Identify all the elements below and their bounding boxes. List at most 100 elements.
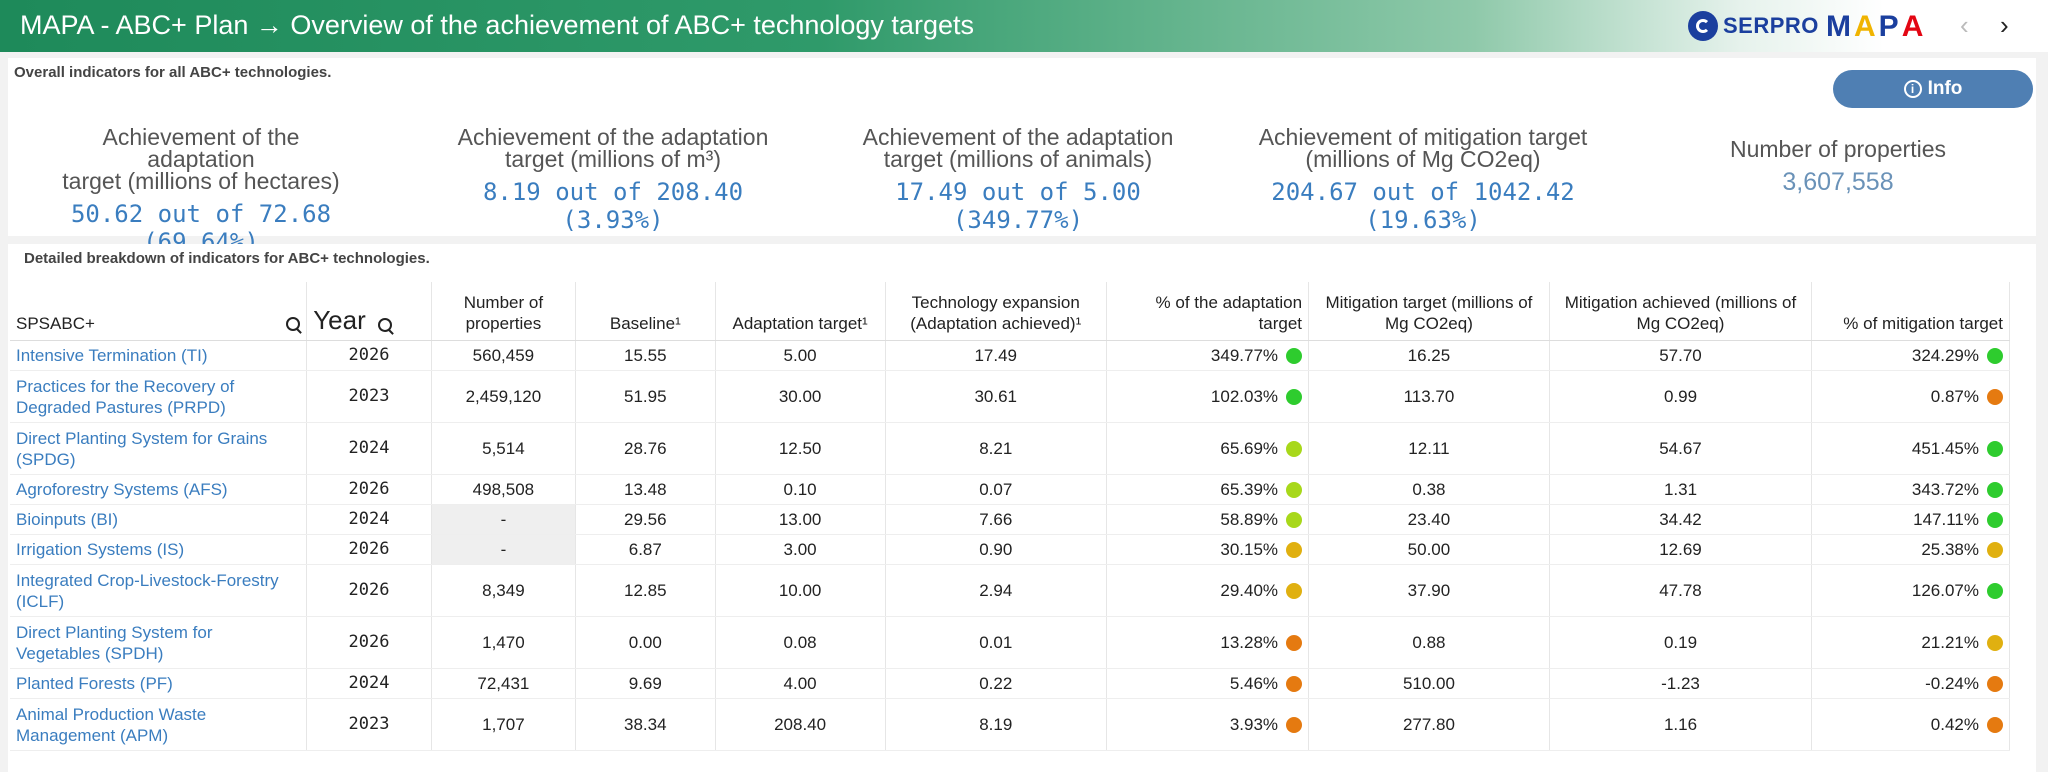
column-header-mitigation-achieved[interactable]: Mitigation achieved (millions of Mg CO2e… [1549,282,1813,341]
status-dot-icon [1286,348,1303,364]
status-dot-icon [1987,482,2003,498]
cell-mitigation-target: 0.88 [1308,616,1550,669]
status-dot-icon [1987,717,2003,733]
cell-mitigation-pct: 451.45% [1811,422,2010,475]
table-row[interactable]: Direct Planting System for Grains (SPDG)… [10,422,2010,475]
cell-adaptation-pct-value: 102.03% [1210,387,1279,406]
column-header-adaptation-target[interactable]: Adaptation target¹ [715,282,886,341]
cell-year: 2024 [306,422,432,475]
indicators-table: SPSABC+ Year Number of properties Baseli… [10,282,2010,751]
column-header-baseline[interactable]: Baseline¹ [575,282,716,341]
cell-baseline-value: 12.85 [624,581,667,600]
cell-mitigation-pct-value: 126.07% [1911,581,1979,600]
status-dot-icon [1987,512,2003,528]
cell-mitigation-target-value: 0.38 [1412,480,1446,499]
cell-adaptation-pct: 13.28% [1106,616,1310,669]
cell-mitigation-target: 12.11 [1308,422,1550,475]
cell-technology[interactable]: Planted Forests (PF) [10,668,308,699]
cell-adaptation-target-value: 30.00 [778,387,822,406]
cell-mitigation-achieved-value: 1.31 [1663,480,1698,499]
table-row[interactable]: Intensive Termination (TI) 2026 560,459 15.… [10,340,2010,371]
column-header-year[interactable]: Year [306,282,432,341]
cell-technology-value: Irrigation Systems (IS) [16,540,185,559]
serpro-mark-icon [1688,11,1718,41]
cell-mitigation-pct-value: 343.72% [1911,480,1979,499]
cell-technology[interactable]: Practices for the Recovery of Degraded P… [10,370,308,423]
info-button[interactable]: i Info [1833,70,2033,108]
cell-technology[interactable]: Bioinputs (BI) [10,504,308,535]
cell-technology[interactable]: Agroforestry Systems (AFS) [10,474,308,505]
cell-technology[interactable]: Integrated Crop-Livestock-Forestry (ICLF… [10,564,308,617]
cell-mitigation-achieved: 47.78 [1549,564,1813,617]
cell-adaptation-target-value: 3.00 [783,540,817,559]
cell-expansion: 8.19 [885,698,1107,751]
chevron-right-icon[interactable]: › [2000,10,2009,40]
cell-year: 2026 [306,534,432,565]
table-row[interactable]: Direct Planting System for Vegetables (S… [10,616,2010,669]
search-icon[interactable] [286,317,301,331]
kpi-adaptation-m3: Achievement of the adaptation target (mi… [448,126,778,235]
cell-adaptation-target: 5.00 [715,340,886,371]
status-dot-icon [1286,635,1303,651]
cell-technology[interactable]: Intensive Termination (TI) [10,340,308,371]
column-header-properties[interactable]: Number of properties [431,282,576,341]
chevron-left-icon[interactable]: ‹ [1960,10,1969,40]
cell-technology[interactable]: Irrigation Systems (IS) [10,534,308,565]
status-dot-icon [1286,717,1303,733]
mapa-logo-letter: A [1854,10,1877,43]
kpi-label: target (millions of hectares) [62,168,340,194]
serpro-logo-text: SERPRO [1723,13,1819,38]
kpi-label: target (millions of animals) [883,146,1153,172]
cell-adaptation-target: 0.10 [715,474,886,505]
cell-technology[interactable]: Direct Planting System for Vegetables (S… [10,616,308,669]
search-icon[interactable] [378,317,393,332]
status-dot-icon [1286,583,1303,599]
cell-expansion: 0.01 [885,616,1107,669]
column-header-mitigation-pct[interactable]: % of mitigation target [1811,282,2010,341]
table-row[interactable]: Irrigation Systems (IS) 2026 - 6.87 3.00 0.90… [10,534,2010,565]
column-header-expansion[interactable]: Technology expansion (Adaptation achieve… [885,282,1107,341]
cell-year-value: 2026 [348,479,390,499]
cell-adaptation-pct-value: 65.39% [1220,480,1279,499]
column-header-adaptation-pct[interactable]: % of the adaptation target [1106,282,1310,341]
status-dot-icon [1987,635,2003,651]
cell-year-value: 2026 [348,632,390,652]
cell-mitigation-pct: -0.24% [1811,668,2010,699]
cell-technology[interactable]: Direct Planting System for Grains (SPDG) [10,422,308,475]
cell-mitigation-pct: 0.87% [1811,370,2010,423]
cell-technology[interactable]: Animal Production Waste Management (APM) [10,698,308,751]
status-dot-icon [1286,512,1303,528]
cell-expansion-value: 0.01 [979,633,1013,652]
cell-properties-value: 1,470 [482,633,525,652]
cell-mitigation-target-value: 277.80 [1402,715,1455,734]
cell-mitigation-target: 277.80 [1308,698,1550,751]
cell-technology-value: Integrated Crop-Livestock-Forestry (ICLF… [16,570,279,611]
cell-mitigation-target-value: 12.11 [1408,439,1450,458]
cell-mitigation-achieved-value: -1.23 [1661,674,1700,693]
cell-technology-value: Agroforestry Systems (AFS) [16,480,228,499]
overall-caption: Overall indicators for all ABC+ technolo… [14,64,332,81]
column-header-label: SPSABC+ [16,314,95,333]
column-header-mitigation-target[interactable]: Mitigation target (millions of Mg CO2eq) [1308,282,1550,341]
table-row[interactable]: Practices for the Recovery of Degraded P… [10,370,2010,423]
cell-baseline-value: 0.00 [628,633,662,652]
info-button-label: Info [1927,78,1963,99]
cell-baseline: 29.56 [575,504,716,535]
table-row[interactable]: Integrated Crop-Livestock-Forestry (ICLF… [10,564,2010,617]
kpi-label: Number of properties [1729,136,1947,162]
table-row[interactable]: Agroforestry Systems (AFS) 2026 498,508 13.… [10,474,2010,505]
cell-mitigation-target-value: 510.00 [1402,674,1455,693]
cell-properties-value: 2,459,120 [465,387,542,406]
cell-properties: 72,431 [431,668,576,699]
status-dot-icon [1987,441,2003,457]
cell-mitigation-pct-value: 25.38% [1921,540,1979,559]
table-row[interactable]: Bioinputs (BI) 2024 - 29.56 13.00 7.66 58.89% 2… [10,504,2010,535]
cell-mitigation-achieved-value: 57.70 [1659,346,1702,365]
table-row[interactable]: Animal Production Waste Management (APM)… [10,698,2010,751]
kpi-mitigation: Achievement of mitigation target (millio… [1238,126,1608,235]
column-header-tech[interactable]: SPSABC+ [10,282,308,341]
cell-expansion-value: 8.19 [979,715,1013,734]
table-row[interactable]: Planted Forests (PF) 2024 72,431 9.69 4.00 0.… [10,668,2010,699]
cell-year-value: 2024 [348,509,390,529]
cell-year-value: 2026 [348,580,390,600]
